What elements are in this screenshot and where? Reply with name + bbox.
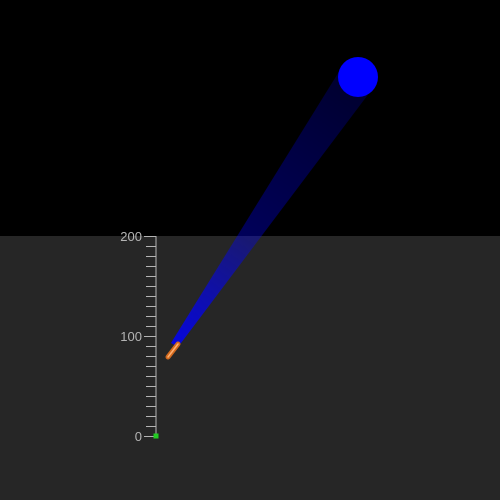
sky-background [0,0,500,236]
rocket-icon[interactable] [165,341,181,360]
ruler-tick-label: 100 [120,329,142,344]
origin-marker [153,433,159,439]
ruler-tick-label: 200 [120,229,142,244]
light-source-orb [338,57,378,97]
light-beam [171,70,376,347]
ground-area [0,236,500,500]
ruler-tick-label: 0 [135,429,142,444]
altitude-ruler: 0 100 200 [120,229,157,444]
